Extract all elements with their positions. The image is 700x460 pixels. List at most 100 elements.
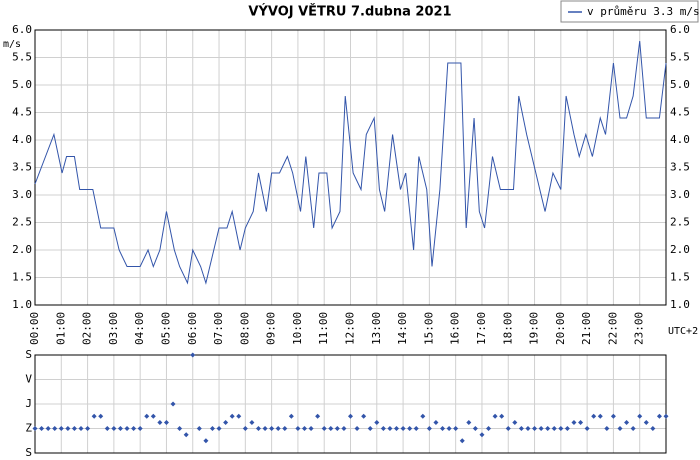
- x-tick-label: 22:00: [606, 312, 619, 345]
- x-tick-label: 02:00: [81, 312, 94, 345]
- x-tick-label: 17:00: [475, 312, 488, 345]
- wind-speed-line: [34, 40, 667, 285]
- direction-point: [591, 413, 597, 419]
- chart-title: VÝVOJ VĚTRU 7.dubna 2021: [248, 4, 451, 20]
- y-tick-label: 5.0: [12, 78, 32, 91]
- direction-point: [157, 420, 163, 426]
- direction-point: [78, 426, 84, 431]
- direction-point: [117, 426, 123, 431]
- y-tick-label-right: 1.0: [670, 298, 690, 311]
- direction-point: [229, 413, 235, 419]
- direction-point: [315, 413, 321, 419]
- direction-point: [387, 426, 393, 431]
- direction-point: [525, 426, 531, 431]
- direction-point: [571, 420, 577, 426]
- direction-point: [275, 426, 281, 431]
- y-tick-label: 3.0: [12, 188, 32, 201]
- direction-point: [663, 413, 669, 419]
- direction-point: [453, 426, 459, 431]
- direction-point: [426, 426, 432, 431]
- y-tick-label-right: 1.5: [670, 271, 690, 284]
- direction-point: [216, 426, 222, 431]
- y-tick-label: 1.0: [12, 298, 32, 311]
- y-tick-label: 4.0: [12, 133, 32, 146]
- direction-point: [242, 426, 248, 431]
- direction-point: [137, 426, 143, 431]
- x-tick-label: 05:00: [159, 312, 172, 345]
- direction-point: [209, 426, 215, 431]
- direction-point: [124, 426, 130, 431]
- direction-point: [65, 426, 71, 431]
- y-tick-label-right: 3.5: [670, 161, 690, 174]
- legend-box: [560, 0, 699, 23]
- direction-point: [177, 426, 183, 431]
- y-tick-label-right: 5.0: [670, 78, 690, 91]
- y-tick-label: 2.0: [12, 243, 32, 256]
- direction-point: [32, 426, 38, 431]
- plot-frame: [34, 354, 667, 454]
- direction-point: [163, 420, 169, 426]
- y-tick-label: 1.5: [12, 271, 32, 284]
- direction-point: [597, 413, 603, 419]
- y-tick-label: 4.5: [12, 106, 32, 119]
- direction-point: [85, 426, 91, 431]
- direction-point: [380, 426, 386, 431]
- direction-point: [144, 413, 150, 419]
- direction-point: [532, 426, 538, 431]
- x-tick-label: 14:00: [396, 312, 409, 345]
- direction-point: [394, 426, 400, 431]
- direction-point: [551, 426, 557, 431]
- direction-point: [407, 426, 413, 431]
- y-tick-label-right: 2.5: [670, 216, 690, 229]
- x-tick-label: 08:00: [238, 312, 251, 345]
- direction-point: [98, 413, 104, 419]
- direction-point: [203, 438, 209, 444]
- y-tick-label-right: 3.0: [670, 188, 690, 201]
- x-tick-label: 23:00: [633, 312, 646, 345]
- plot-frame: [34, 29, 667, 306]
- direction-point: [578, 420, 584, 426]
- direction-point: [499, 413, 505, 419]
- direction-point: [637, 413, 643, 419]
- direction-point: [71, 426, 77, 431]
- direction-point: [584, 426, 590, 431]
- direction-point: [170, 401, 176, 407]
- y-tick-label: S: [25, 348, 32, 361]
- direction-point: [610, 413, 616, 419]
- x-tick-label: 12:00: [344, 312, 357, 345]
- direction-point: [52, 426, 58, 431]
- y-tick-label: S: [25, 446, 32, 459]
- x-tick-label: 20:00: [554, 312, 567, 345]
- direction-point: [479, 432, 485, 438]
- y-tick-label-right: 2.0: [670, 243, 690, 256]
- direction-point: [630, 426, 636, 431]
- direction-point: [295, 426, 301, 431]
- x-tick-label: 16:00: [449, 312, 462, 345]
- direction-point: [604, 426, 610, 431]
- direction-point: [505, 426, 511, 431]
- y-tick-label-right: 4.5: [670, 106, 690, 119]
- direction-point: [433, 420, 439, 426]
- direction-point: [564, 426, 570, 431]
- direction-point: [643, 420, 649, 426]
- direction-point: [236, 413, 242, 419]
- direction-point: [301, 426, 307, 431]
- direction-point: [459, 438, 465, 444]
- direction-point: [39, 426, 45, 431]
- direction-point: [617, 426, 623, 431]
- direction-point: [190, 352, 196, 358]
- direction-point: [308, 426, 314, 431]
- direction-point: [374, 420, 380, 426]
- y-tick-label: 5.5: [12, 51, 32, 64]
- direction-point: [656, 413, 662, 419]
- direction-point: [538, 426, 544, 431]
- direction-point: [262, 426, 268, 431]
- direction-point: [413, 426, 419, 431]
- direction-point: [183, 432, 189, 438]
- y-tick-label: 6.0: [12, 23, 32, 36]
- x-tick-label: 04:00: [133, 312, 146, 345]
- direction-point: [354, 426, 360, 431]
- direction-point: [334, 426, 340, 431]
- x-tick-label: 21:00: [580, 312, 593, 345]
- x-tick-label: 13:00: [370, 312, 383, 345]
